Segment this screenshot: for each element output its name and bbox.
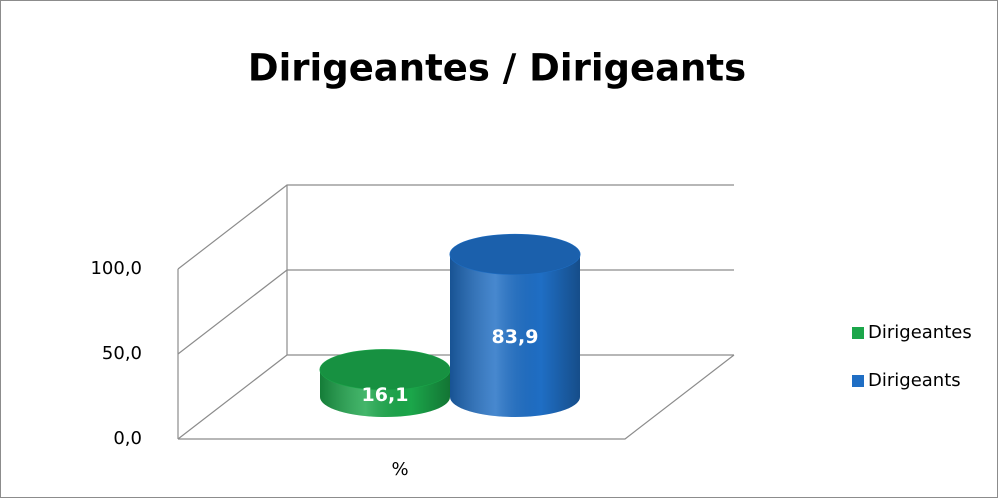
legend-swatch <box>852 375 864 387</box>
value-label: 16,1 <box>362 384 409 406</box>
legend-swatch <box>852 327 864 339</box>
y-tick-label: 50,0 <box>102 343 142 364</box>
legend-label: Dirigeants <box>868 370 961 391</box>
x-tick-label: % <box>391 459 408 480</box>
grid-line <box>177 269 734 355</box>
value-label: 83,9 <box>492 326 539 348</box>
y-tick-label: 0,0 <box>113 428 142 449</box>
cylinder-top-shade <box>320 349 450 390</box>
chart-title: Dirigeantes / Dirigeants <box>248 47 746 90</box>
y-tick-label: 100,0 <box>90 258 142 279</box>
grid-line <box>177 184 734 270</box>
cylinder-top <box>449 233 581 275</box>
legend-label: Dirigeantes <box>868 322 972 343</box>
cylinder-shade <box>450 254 580 417</box>
cylinder-top-shade <box>450 234 580 275</box>
floor-edge <box>178 354 735 440</box>
grid-line <box>177 354 734 440</box>
